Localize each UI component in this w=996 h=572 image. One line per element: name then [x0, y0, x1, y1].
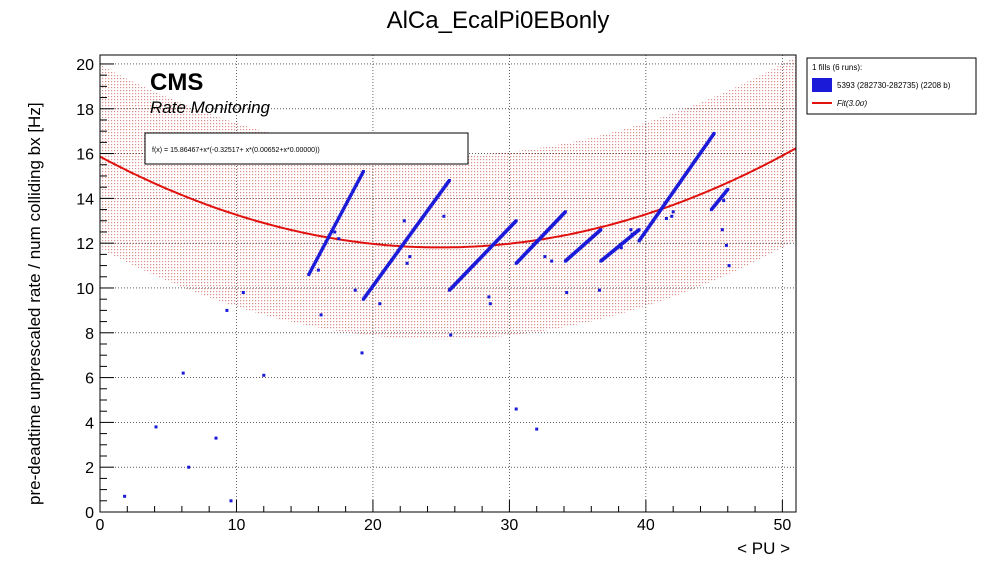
legend: 1 fills (6 runs): 5393 (282730-282735) (… — [806, 57, 977, 115]
x-tick-label: 0 — [96, 517, 105, 534]
data-point — [225, 308, 229, 312]
y-tick-label: 2 — [85, 460, 94, 477]
data-point — [724, 243, 728, 247]
data-point — [353, 288, 357, 292]
data-point — [664, 217, 668, 220]
data-point — [663, 201, 667, 205]
data-point — [402, 219, 406, 223]
data-point — [408, 255, 412, 259]
data-point — [123, 494, 127, 498]
data-point — [535, 427, 539, 431]
legend-box — [806, 57, 977, 115]
data-point — [629, 228, 633, 232]
data-point — [619, 246, 623, 250]
data-point — [488, 302, 492, 306]
fit-curve-layer — [99, 147, 797, 249]
legend-series-swatch — [812, 78, 832, 92]
fit-formula-box — [144, 132, 469, 165]
data-point — [670, 214, 674, 218]
data-point — [442, 214, 446, 218]
rate-monitoring-label: Rate Monitoring — [150, 98, 271, 117]
x-tick-label: 40 — [637, 517, 655, 534]
data-point — [543, 255, 547, 259]
data-point — [563, 210, 567, 214]
fit-band — [100, 56, 796, 340]
y-tick-label: 0 — [85, 505, 94, 522]
data-point — [316, 268, 320, 272]
data-point — [449, 333, 453, 337]
x-axis-label: < PU > — [737, 539, 790, 558]
data-point — [319, 313, 323, 317]
data-point — [262, 373, 266, 377]
data-point — [487, 295, 491, 299]
data-point — [712, 131, 716, 135]
data-point — [229, 499, 233, 503]
data-point — [565, 291, 569, 294]
legend-series-label: 5393 (282730-282735) (2208 b) — [837, 81, 951, 90]
data-point — [637, 228, 641, 232]
data-point — [727, 264, 731, 268]
x-tick-label: 20 — [364, 517, 382, 534]
fit-band-layer — [100, 56, 796, 340]
chart-title: AlCa_EcalPi0EBonly — [387, 7, 610, 34]
y-tick-label: 4 — [85, 415, 94, 432]
data-point — [337, 237, 341, 241]
data-point — [447, 179, 451, 182]
data-point — [378, 302, 382, 306]
data-point — [514, 407, 518, 411]
data-layer — [123, 131, 731, 503]
plot-frame — [99, 54, 797, 513]
y-tick-label: 16 — [76, 147, 94, 164]
data-point — [333, 230, 337, 234]
cms-label: CMS — [150, 69, 203, 96]
data-point — [154, 425, 158, 429]
fit-curve — [99, 147, 797, 249]
data-point — [514, 219, 518, 223]
fit-formula-text: f(x) = 15.86467+x*(-0.32517+ x*(0.00652+… — [152, 147, 320, 154]
data-point — [726, 187, 730, 191]
grid-layer — [100, 55, 796, 512]
data-point — [361, 170, 365, 173]
data-point — [722, 199, 726, 203]
y-tick-label: 14 — [76, 191, 94, 208]
data-point — [405, 261, 409, 265]
y-tick-label: 6 — [85, 371, 94, 388]
data-point — [630, 232, 634, 236]
y-tick-label: 10 — [76, 281, 94, 298]
x-tick-label: 10 — [228, 517, 246, 534]
data-point — [550, 259, 554, 263]
data-point — [598, 288, 601, 292]
data-point — [360, 351, 364, 355]
y-tick-label: 8 — [85, 326, 94, 343]
axis-ticks: 0 10 20 30 40 50 0 2 4 6 8 10 12 14 16 18 20 — [76, 57, 791, 534]
y-tick-label: 12 — [76, 236, 94, 253]
data-point — [671, 210, 675, 214]
y-tick-label: 18 — [76, 102, 94, 119]
data-point — [187, 465, 191, 469]
legend-fit-label: Fit(3.0σ) — [837, 99, 867, 108]
data-point — [241, 291, 245, 294]
data-point — [599, 228, 603, 232]
data-point — [214, 436, 218, 440]
y-tick-label: 20 — [76, 57, 94, 74]
x-tick-label: 30 — [501, 517, 519, 534]
legend-header: 1 fills (6 runs): — [812, 63, 862, 72]
data-point — [181, 371, 185, 375]
data-point — [720, 228, 724, 232]
y-axis-label: pre-deadtime unprescaled rate / num coll… — [25, 102, 44, 505]
x-tick-label: 50 — [773, 517, 791, 534]
